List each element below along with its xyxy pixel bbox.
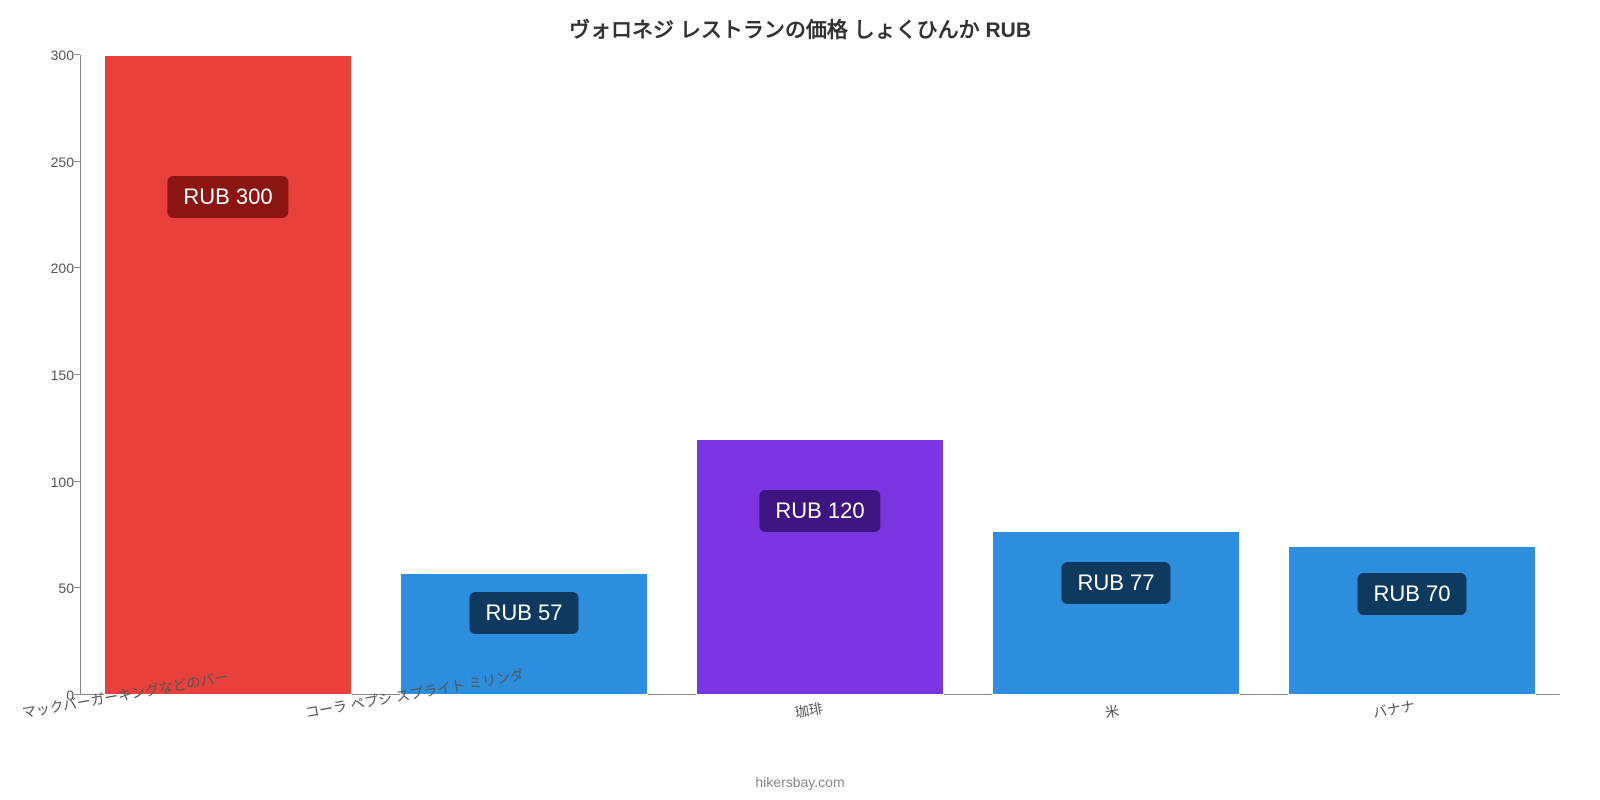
value-badge: RUB 70 [1357,573,1466,615]
bar-slot: RUB 120珈琲 [672,55,968,695]
bar-slot: RUB 77米 [968,55,1264,695]
bar: RUB 120 [696,439,945,695]
chart-title: ヴォロネジ レストランの価格 しょくひんか RUB [0,0,1600,44]
value-badge: RUB 300 [167,176,288,218]
x-axis-label: 米 [1102,693,1121,723]
y-tick-label: 300 [34,47,74,63]
bars-container: RUB 300マックバーガーキングなどのバーRUB 57コーラ ペプシ スプライ… [80,55,1560,695]
y-tick-label: 50 [34,580,74,596]
x-axis-label: バナナ [1370,688,1416,723]
bar-slot: RUB 57コーラ ペプシ スプライト ミリンダ [376,55,672,695]
value-badge: RUB 57 [469,592,578,634]
value-badge: RUB 77 [1061,562,1170,604]
bar-slot: RUB 70バナナ [1264,55,1560,695]
plot-area: 050100150200250300RUB 300マックバーガーキングなどのバー… [80,55,1560,695]
y-tick-label: 250 [34,154,74,170]
bar: RUB 77 [992,531,1241,695]
bar: RUB 300 [104,55,353,695]
x-axis-label: 珈琲 [792,690,824,722]
y-tick-label: 200 [34,260,74,276]
y-tick-label: 150 [34,367,74,383]
bar: RUB 70 [1288,546,1537,695]
y-tick-label: 100 [34,474,74,490]
attribution-text: hikersbay.com [0,774,1600,790]
bar-slot: RUB 300マックバーガーキングなどのバー [80,55,376,695]
value-badge: RUB 120 [759,490,880,532]
